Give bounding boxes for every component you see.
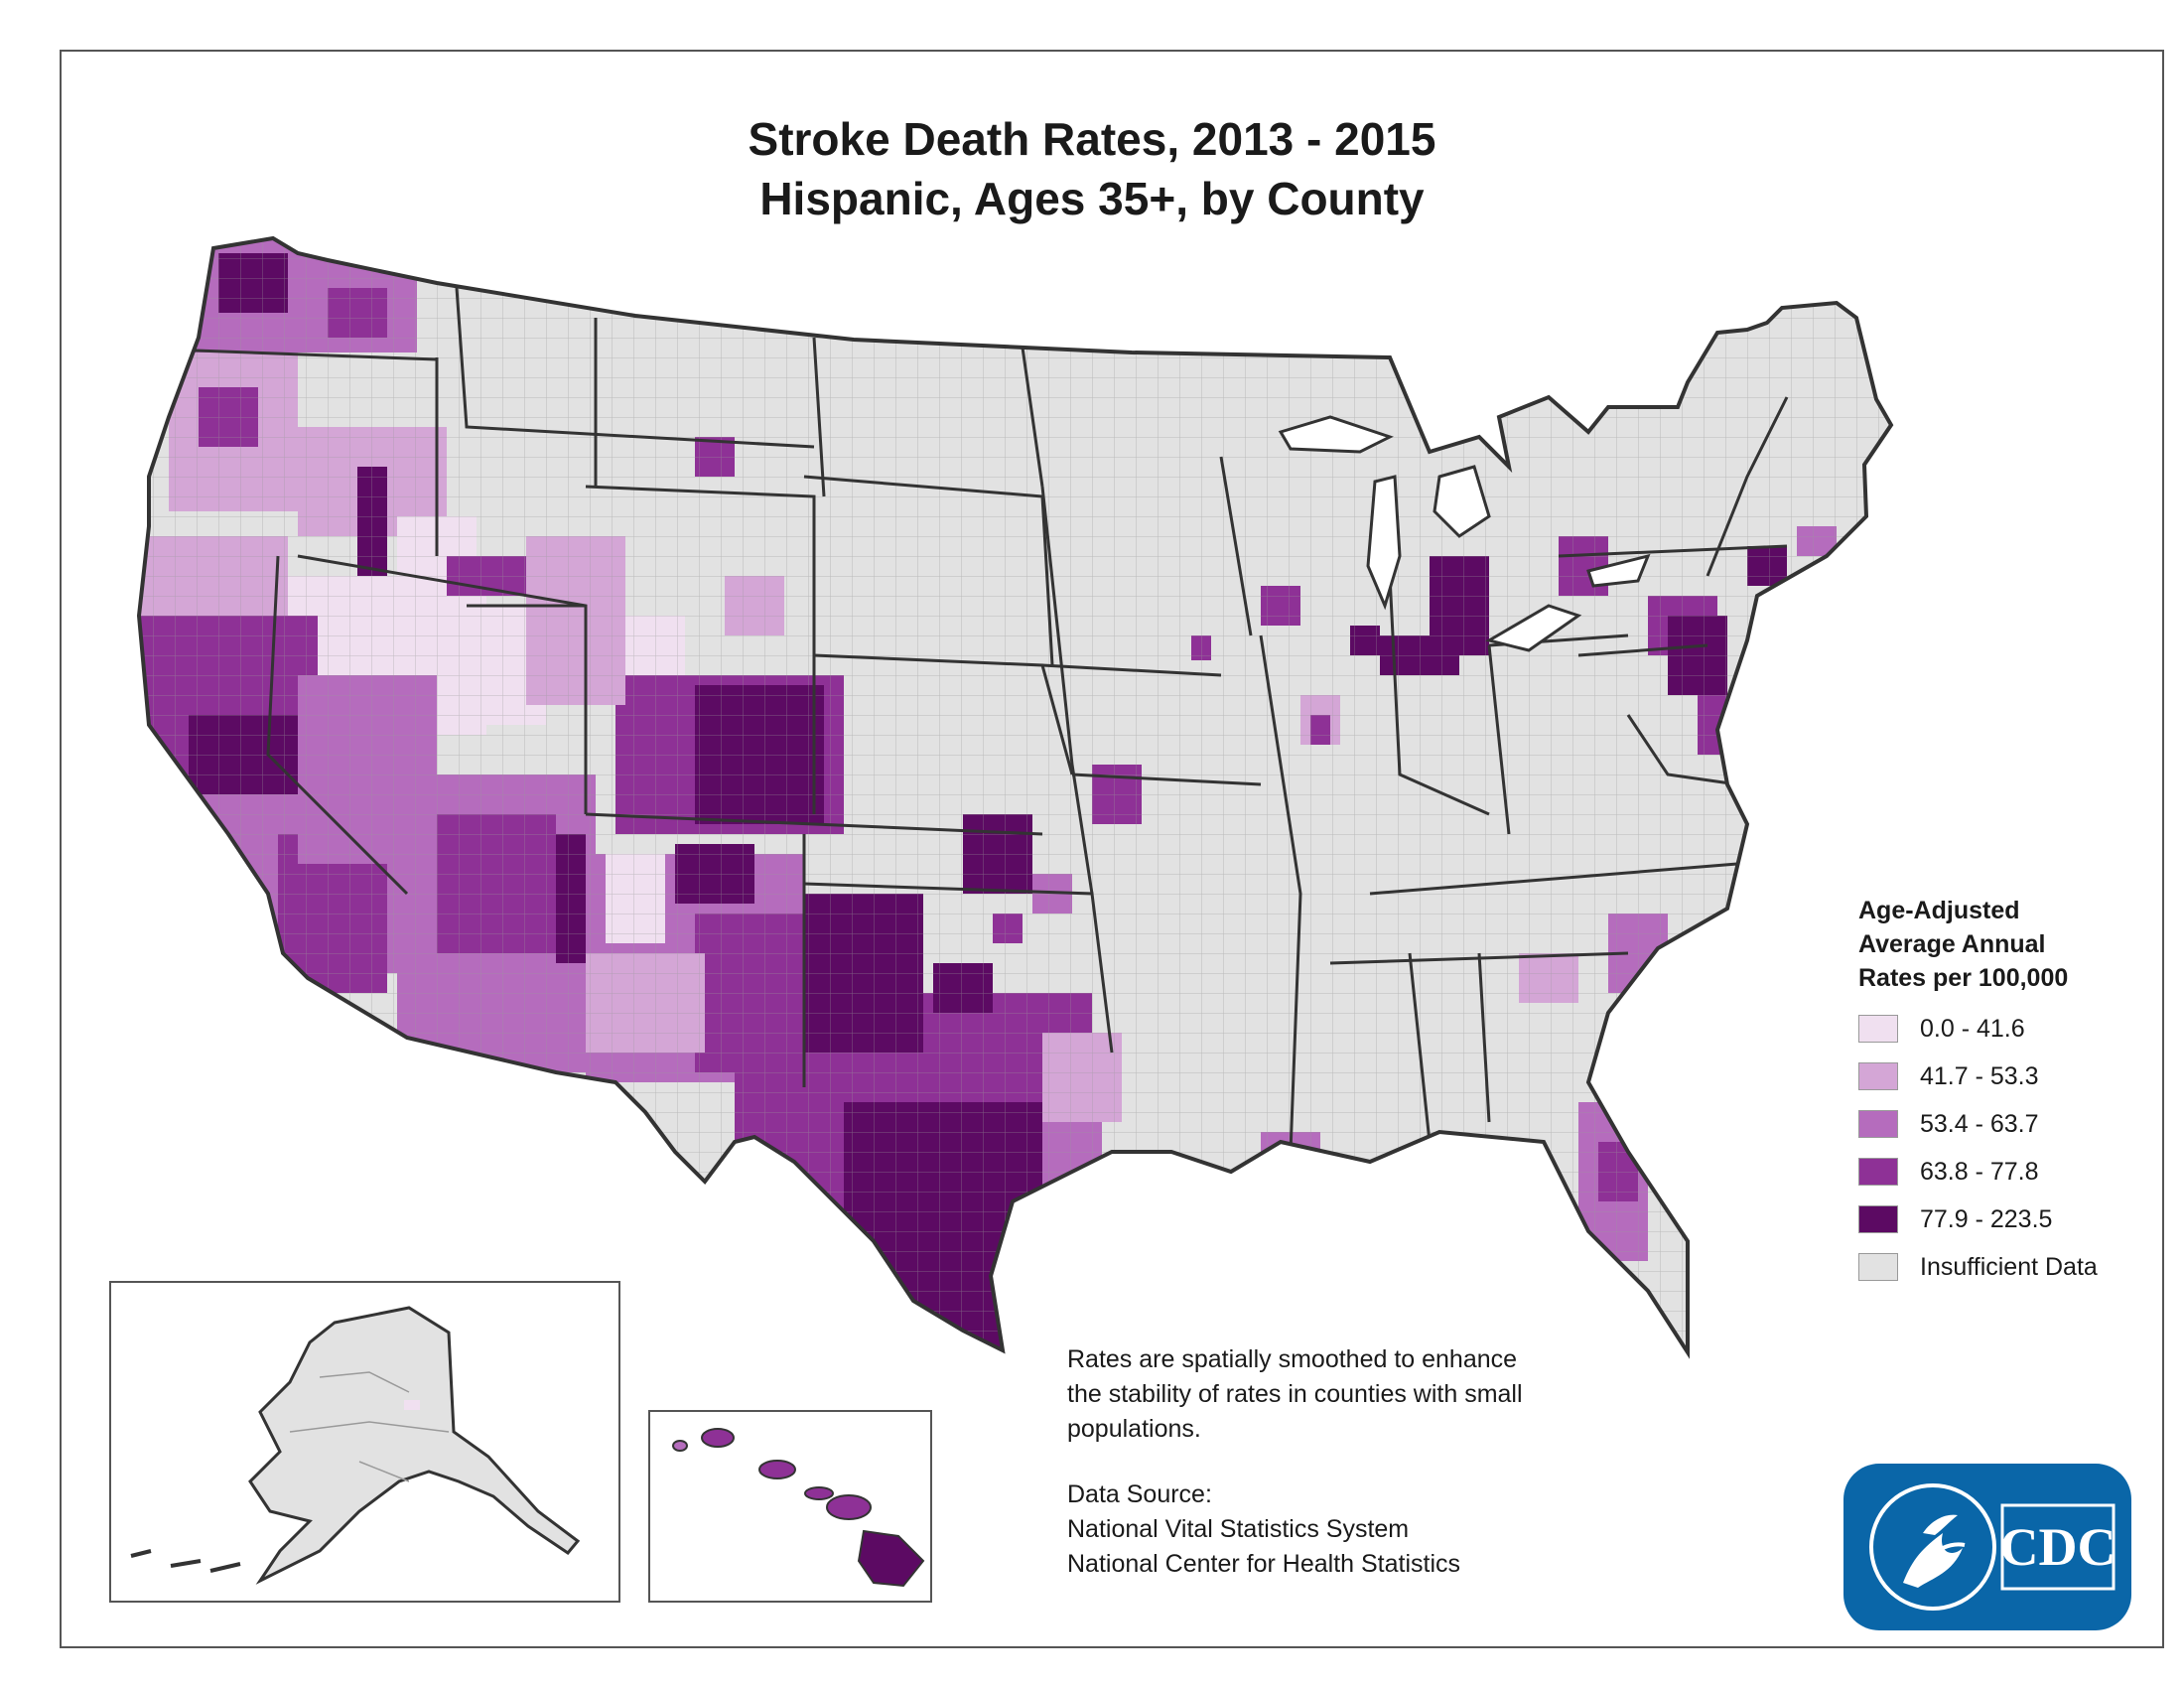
legend-title-line: Average Annual	[1858, 930, 2046, 958]
legend-item: 77.9 - 223.5	[1858, 1196, 2156, 1243]
legend-label: 0.0 - 41.6	[1920, 1014, 2025, 1043]
data-source: Data Source: National Vital Statistics S…	[1067, 1477, 1623, 1582]
legend-label: 77.9 - 223.5	[1920, 1204, 2053, 1233]
alaska-map	[130, 1306, 581, 1585]
cdc-logo-text: CDC	[2000, 1517, 2116, 1577]
cdc-logo: CDC	[1843, 1464, 2131, 1630]
legend-swatch	[1858, 1110, 1898, 1138]
hhs-eagle-icon	[1903, 1514, 1966, 1588]
legend-swatch	[1858, 1253, 1898, 1281]
data-source-line: National Vital Statistics System	[1067, 1515, 1410, 1543]
legend-item: Insufficient Data	[1858, 1243, 2156, 1291]
legend-item: 53.4 - 63.7	[1858, 1100, 2156, 1148]
map-title: Stroke Death Rates, 2013 - 2015	[748, 113, 1436, 165]
data-source-heading: Data Source:	[1067, 1480, 1212, 1508]
map-subtitle: Hispanic, Ages 35+, by County	[759, 173, 1425, 224]
legend-swatch	[1858, 1158, 1898, 1186]
legend-label: 53.4 - 63.7	[1920, 1109, 2039, 1138]
smoothing-note: Rates are spatially smoothed to enhance …	[1067, 1342, 1623, 1447]
legend-title-line: Age-Adjusted	[1858, 897, 2020, 924]
hawaii-map	[672, 1428, 925, 1588]
data-source-line: National Center for Health Statistics	[1067, 1550, 1461, 1578]
legend-label: 63.8 - 77.8	[1920, 1157, 2039, 1186]
legend-item: 63.8 - 77.8	[1858, 1148, 2156, 1196]
state-borders	[168, 287, 1789, 1153]
note-line: populations.	[1067, 1415, 1201, 1443]
map-legend: Age-Adjusted Average Annual Rates per 10…	[1858, 894, 2156, 1291]
hawaii-inset	[648, 1410, 932, 1603]
note-line: the stability of rates in counties with …	[1067, 1380, 1523, 1408]
map-frame	[60, 50, 2164, 1648]
alaska-inset	[109, 1281, 620, 1603]
logo-art: CDC	[1869, 1483, 2116, 1611]
legend-title-line: Rates per 100,000	[1858, 964, 2069, 992]
legend-label: 41.7 - 53.3	[1920, 1061, 2039, 1090]
legend-label: Insufficient Data	[1920, 1252, 2098, 1281]
note-line: Rates are spatially smoothed to enhance	[1067, 1345, 1518, 1373]
legend-item: 0.0 - 41.6	[1858, 1005, 2156, 1053]
great-lakes	[1278, 415, 1651, 652]
legend-item: 41.7 - 53.3	[1858, 1053, 2156, 1100]
legend-title: Age-Adjusted Average Annual Rates per 10…	[1858, 894, 2156, 995]
legend-swatch	[1858, 1015, 1898, 1043]
legend-swatch	[1858, 1205, 1898, 1233]
legend-swatch	[1858, 1062, 1898, 1090]
